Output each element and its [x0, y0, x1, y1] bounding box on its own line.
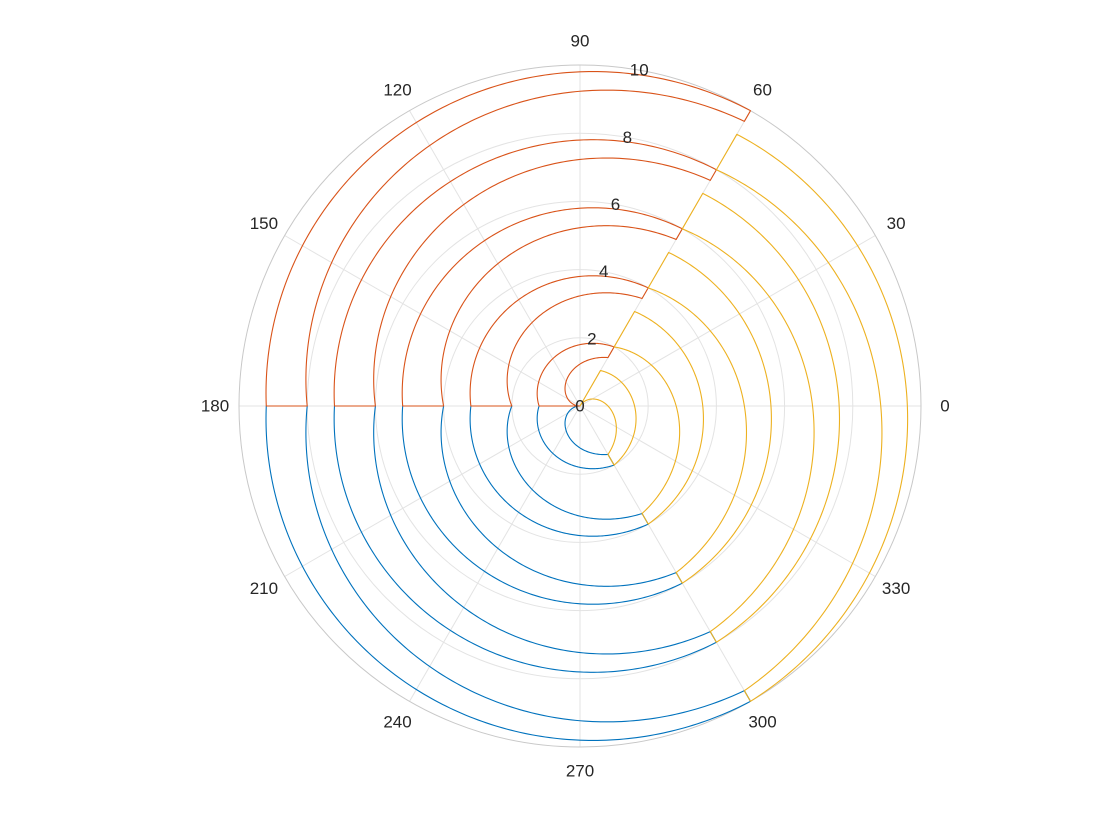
theta-tick-label: 300 [748, 713, 776, 732]
theta-tick-label: 330 [882, 579, 910, 598]
theta-tick-label: 270 [566, 762, 594, 781]
r-tick-label: 2 [587, 329, 596, 348]
r-tick-label: 10 [630, 61, 649, 80]
theta-tick-label: 30 [887, 214, 906, 233]
theta-tick-label: 0 [940, 397, 949, 416]
series-petal [647, 251, 772, 584]
theta-tick-label: 150 [250, 214, 278, 233]
theta-tick-label: 240 [383, 713, 411, 732]
theta-gridline [284, 405, 581, 577]
series-petal [265, 71, 752, 407]
series-petal [613, 310, 704, 525]
theta-tick-label: 60 [753, 80, 772, 99]
r-tick-label: 6 [611, 195, 620, 214]
series-petal [536, 342, 615, 407]
series-petal [715, 133, 909, 702]
theta-tick-label: 180 [201, 397, 229, 416]
series-petal [681, 192, 841, 643]
theta-gridline [409, 110, 581, 407]
series-petal [469, 275, 649, 407]
r-tick-label: 0 [575, 397, 584, 416]
series-petal [401, 207, 683, 407]
theta-gridline [284, 235, 581, 407]
theta-tick-label: 120 [383, 80, 411, 99]
theta-tick-label: 90 [571, 32, 590, 51]
r-tick-label: 8 [623, 128, 632, 147]
theta-gridline [579, 405, 876, 577]
theta-gridline [579, 405, 751, 702]
series-petal [333, 139, 717, 407]
series-petal [579, 370, 637, 466]
theta-tick-label: 210 [250, 579, 278, 598]
series-petal [401, 405, 683, 605]
polar-frame [238, 64, 922, 748]
polar-series [265, 71, 909, 741]
r-tick-label: 4 [599, 262, 608, 281]
theta-gridline [579, 235, 876, 407]
series-petal [265, 405, 752, 741]
polar-labels: 0 30 60 90 120 150 180 210 240 270 300 330 0 2 4 6 8 10 [201, 32, 950, 781]
theta-gridline [409, 405, 581, 702]
